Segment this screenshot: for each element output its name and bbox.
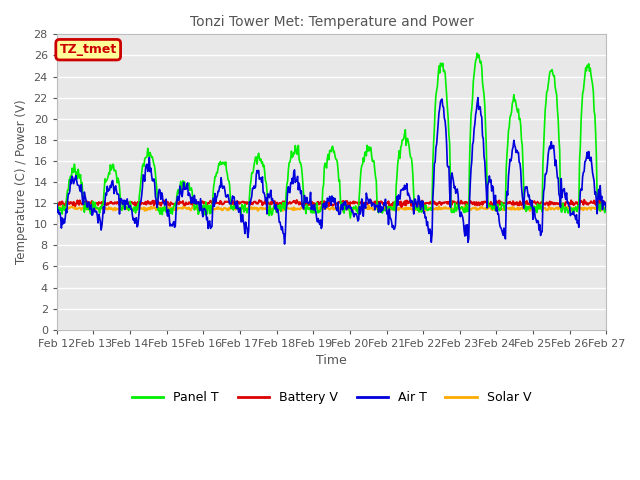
Text: TZ_tmet: TZ_tmet: [60, 43, 117, 56]
Battery V: [399, 202, 407, 207]
Solar V: [205, 204, 212, 210]
Solar V: [526, 208, 534, 214]
Battery V: [346, 204, 353, 210]
Title: Tonzi Tower Met: Temperature and Power: Tonzi Tower Met: Temperature and Power: [189, 15, 474, 29]
Air T: [53, 201, 61, 207]
Line: Panel T: Panel T: [57, 53, 606, 218]
X-axis label: Time: Time: [316, 354, 347, 367]
Battery V: [175, 201, 183, 207]
Air T: [120, 199, 127, 204]
Panel T: [602, 201, 610, 206]
Line: Solar V: Solar V: [57, 205, 606, 211]
Solar V: [399, 206, 407, 212]
Air T: [399, 185, 407, 191]
Panel T: [120, 202, 127, 207]
Air T: [474, 95, 482, 100]
Line: Air T: Air T: [57, 97, 606, 244]
Battery V: [596, 196, 604, 202]
Battery V: [120, 201, 127, 207]
Solar V: [53, 208, 61, 214]
Battery V: [415, 202, 423, 207]
Battery V: [204, 200, 212, 206]
Legend: Panel T, Battery V, Air T, Solar V: Panel T, Battery V, Air T, Solar V: [127, 386, 536, 409]
Panel T: [204, 203, 212, 208]
Solar V: [63, 206, 70, 212]
Battery V: [63, 201, 70, 207]
Y-axis label: Temperature (C) / Power (V): Temperature (C) / Power (V): [15, 100, 28, 264]
Panel T: [175, 191, 183, 196]
Panel T: [399, 137, 407, 143]
Air T: [175, 197, 183, 203]
Air T: [415, 194, 423, 200]
Solar V: [602, 206, 610, 212]
Solar V: [120, 204, 127, 210]
Battery V: [602, 201, 610, 207]
Solar V: [176, 205, 184, 211]
Solar V: [415, 204, 423, 209]
Air T: [602, 207, 610, 213]
Air T: [204, 226, 212, 231]
Panel T: [415, 209, 423, 215]
Panel T: [346, 215, 354, 221]
Line: Battery V: Battery V: [57, 199, 606, 207]
Panel T: [63, 193, 70, 199]
Panel T: [53, 200, 61, 206]
Air T: [63, 210, 70, 216]
Solar V: [163, 203, 171, 208]
Air T: [281, 241, 289, 247]
Panel T: [474, 50, 481, 56]
Battery V: [53, 203, 61, 208]
